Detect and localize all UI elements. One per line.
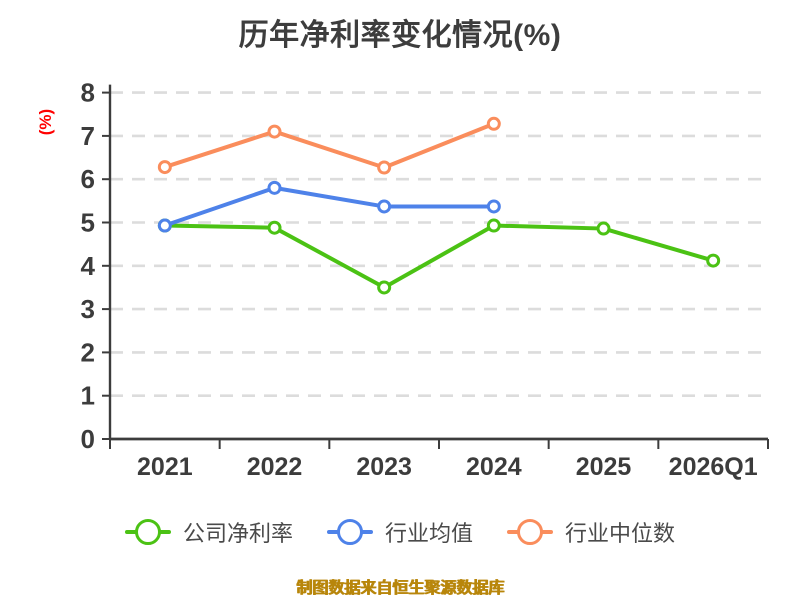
x-tick-label: 2024 [466,453,522,481]
x-tick-label: 2023 [356,453,412,481]
legend-item-2: 行业中位数 [507,516,675,548]
legend-marker-icon [507,519,553,545]
data-point-marker [157,218,172,233]
data-point-marker [706,253,721,268]
x-tick-label: 2021 [137,453,193,481]
legend-marker-icon [124,519,171,545]
data-point-marker [377,280,392,295]
y-tick-label: 4 [81,251,96,281]
source-caption: 制图数据来自恒生聚源数据库 [295,580,504,597]
data-point-marker [267,124,282,139]
legend-label: 行业均值 [384,521,473,546]
legend-item-0: 公司净利率 [124,516,293,548]
series-line [162,185,496,228]
y-tick-label: 6 [81,164,95,194]
y-tick-label: 1 [81,381,95,411]
legend: 公司净利率 行业均值 行业中位数 [0,516,800,548]
y-tick-label: 2 [81,337,95,367]
y-tick-label: 8 [81,78,95,108]
x-tick-label: 2025 [576,453,632,481]
y-tick-label: 3 [81,294,95,324]
data-point-marker [157,160,172,175]
legend-label: 公司净利率 [182,521,293,546]
data-point-marker [486,199,501,214]
x-tick-label: 2022 [247,453,303,481]
data-point-marker [267,220,282,235]
y-tick-label: 0 [81,424,95,454]
chart-title: 历年净利率变化情况(%) [238,19,562,52]
data-point-marker [486,218,501,233]
legend-label: 行业中位数 [565,521,676,546]
data-point-marker [486,116,501,131]
data-point-marker [267,180,282,195]
legend-item-1: 行业均值 [326,516,473,548]
series-line [162,223,716,290]
legend-marker-icon [326,519,373,545]
y-tick-label: 7 [81,121,95,151]
x-tick-label: 2026Q1 [669,453,758,481]
data-point-marker [596,221,611,236]
y-tick-label: 5 [81,208,95,238]
series-line [162,121,496,170]
data-point-marker [377,160,392,175]
data-point-marker [377,199,392,214]
